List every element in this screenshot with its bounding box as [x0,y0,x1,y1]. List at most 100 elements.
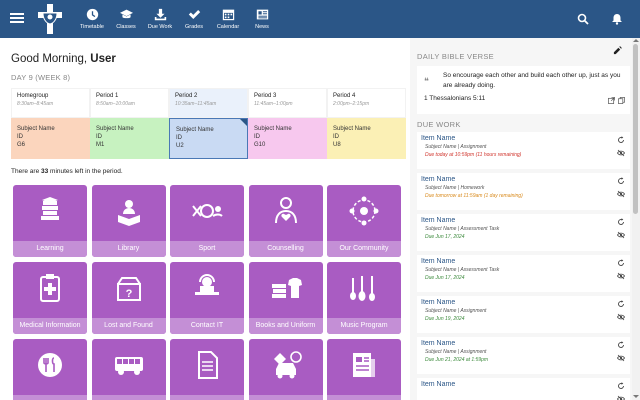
item-meta: Subject Name | Assessment Task [425,226,500,232]
due-work-item[interactable]: Item Name Subject Name | Assignment Due … [417,132,630,169]
quick-link-tile[interactable]: Learning [13,185,87,257]
quick-link-tile[interactable] [91,339,166,400]
parking-icon [273,351,302,379]
search-icon[interactable] [577,13,589,25]
open-external-icon[interactable] [608,97,615,104]
heart-person-icon [274,197,297,224]
hamburger-menu-icon[interactable] [10,11,24,25]
period-time: 11:45am–1:00pm [254,101,293,107]
hide-eye-icon[interactable] [617,313,625,321]
school-crest-logo[interactable] [38,4,62,34]
nav-label: Due Work [147,24,173,30]
helpdesk-icon [195,274,219,295]
nav-timetable[interactable]: Timetable [75,0,109,38]
edit-pencil-icon[interactable] [613,46,622,55]
refresh-icon[interactable] [617,300,625,308]
refresh-icon[interactable] [617,177,625,185]
quick-link-tile[interactable]: Contact IT [170,262,244,334]
period-header: Period 2 10:35am–11:45am [169,88,248,118]
item-type: Assessment Task [460,226,500,232]
due-work-item[interactable]: Item Name Subject Name | Assignment Due … [417,296,630,333]
lost-box-icon: ? [116,277,141,301]
svg-text:?: ? [125,288,132,300]
period-name: Period 3 [254,93,277,99]
nav-classes[interactable]: Classes [109,0,143,38]
quick-link-tile[interactable]: Medical Information [13,262,87,334]
quick-link-tile[interactable] [327,339,401,400]
item-subject: Subject Name [425,185,457,191]
hide-eye-icon[interactable] [617,354,625,362]
scrollbar-thumb[interactable] [633,44,638,214]
quick-link-tile[interactable]: Music Program [327,262,401,334]
class-id: ID [17,134,23,140]
page-scrollbar[interactable] [632,38,640,400]
period-class-card[interactable]: Subject Name ID U2 [169,118,248,159]
tile-label [327,395,401,400]
quick-link-tile[interactable]: Our Community [327,185,401,257]
download-tray-icon [154,8,166,21]
class-id: ID [333,134,339,140]
verse-card: ❝ So encourage each other and build each… [417,66,630,114]
refresh-icon[interactable] [617,136,625,144]
period-name: Homegroup [17,93,49,99]
class-room: G10 [254,142,266,148]
due-work-item[interactable]: Item Name [417,378,630,400]
item-name[interactable]: Item Name [421,381,456,388]
item-name[interactable]: Item Name [421,176,456,183]
nav-due-work[interactable]: Due Work [143,0,177,38]
item-name[interactable]: Item Name [421,299,456,306]
scroll-up-arrow-icon[interactable] [633,39,639,42]
hide-eye-icon[interactable] [617,231,625,239]
due-work-title: DUE WORK [417,120,461,129]
item-name[interactable]: Item Name [421,135,456,142]
scroll-down-arrow-icon[interactable] [633,395,639,398]
refresh-icon[interactable] [617,382,625,390]
medical-icon [40,274,60,302]
item-name[interactable]: Item Name [421,340,456,347]
instruments-icon [350,276,375,301]
nav-label: News [255,24,269,30]
class-room: M1 [96,142,105,148]
due-work-item[interactable]: Item Name Subject Name | Assessment Task… [417,255,630,292]
quick-link-tile[interactable] [13,339,87,400]
user-name: User [90,53,116,65]
hide-eye-icon[interactable] [617,190,625,198]
hide-eye-icon[interactable] [617,149,625,157]
nav-grades[interactable]: Grades [177,0,211,38]
nav-news[interactable]: News [245,0,279,38]
refresh-icon[interactable] [617,218,625,226]
hide-eye-icon[interactable] [617,272,625,280]
nav-label: Classes [116,24,136,30]
item-name[interactable]: Item Name [421,217,456,224]
item-name[interactable]: Item Name [421,258,456,265]
clock-icon [86,8,98,21]
class-room: U8 [333,142,341,148]
copy-icon[interactable] [618,97,625,104]
notification-bell-icon[interactable] [611,13,623,25]
quick-link-tile[interactable] [248,339,323,400]
quick-link-tile[interactable] [170,339,244,400]
item-meta: Subject Name | Assignment [425,144,487,150]
quick-link-tile[interactable]: Library [91,185,166,257]
refresh-icon[interactable] [617,259,625,267]
quick-link-tile[interactable]: Sport [170,185,244,257]
due-work-item[interactable]: Item Name Subject Name | Assessment Task… [417,214,630,251]
quick-link-tile[interactable]: ? Lost and Found [91,262,166,334]
item-due-date: Due Jun 19, 2024 [425,316,465,322]
due-work-item[interactable]: Item Name Subject Name | Homework Due to… [417,173,630,210]
tile-label: Lost and Found [91,318,166,334]
due-work-item[interactable]: Item Name Subject Name | Assignment Due … [417,337,630,374]
period-class-card[interactable]: Subject Name ID U8 [327,118,406,159]
newsletter-icon [353,353,375,377]
period-name: Period 2 [175,93,198,99]
period-class-card[interactable]: Subject Name ID M1 [90,118,169,159]
hide-eye-icon[interactable] [617,395,625,400]
day-label: DAY 9 (WEEK 8) [11,73,71,82]
quick-link-tile[interactable]: Counselling [248,185,323,257]
refresh-icon[interactable] [617,341,625,349]
period-class-card[interactable]: Subject Name ID G10 [248,118,327,159]
nav-calendar[interactable]: Calendar [211,0,245,38]
quick-link-tile[interactable]: Books and Uniform [248,262,323,334]
period-class-card[interactable]: Subject Name ID G6 [11,118,90,159]
class-id: ID [254,134,260,140]
